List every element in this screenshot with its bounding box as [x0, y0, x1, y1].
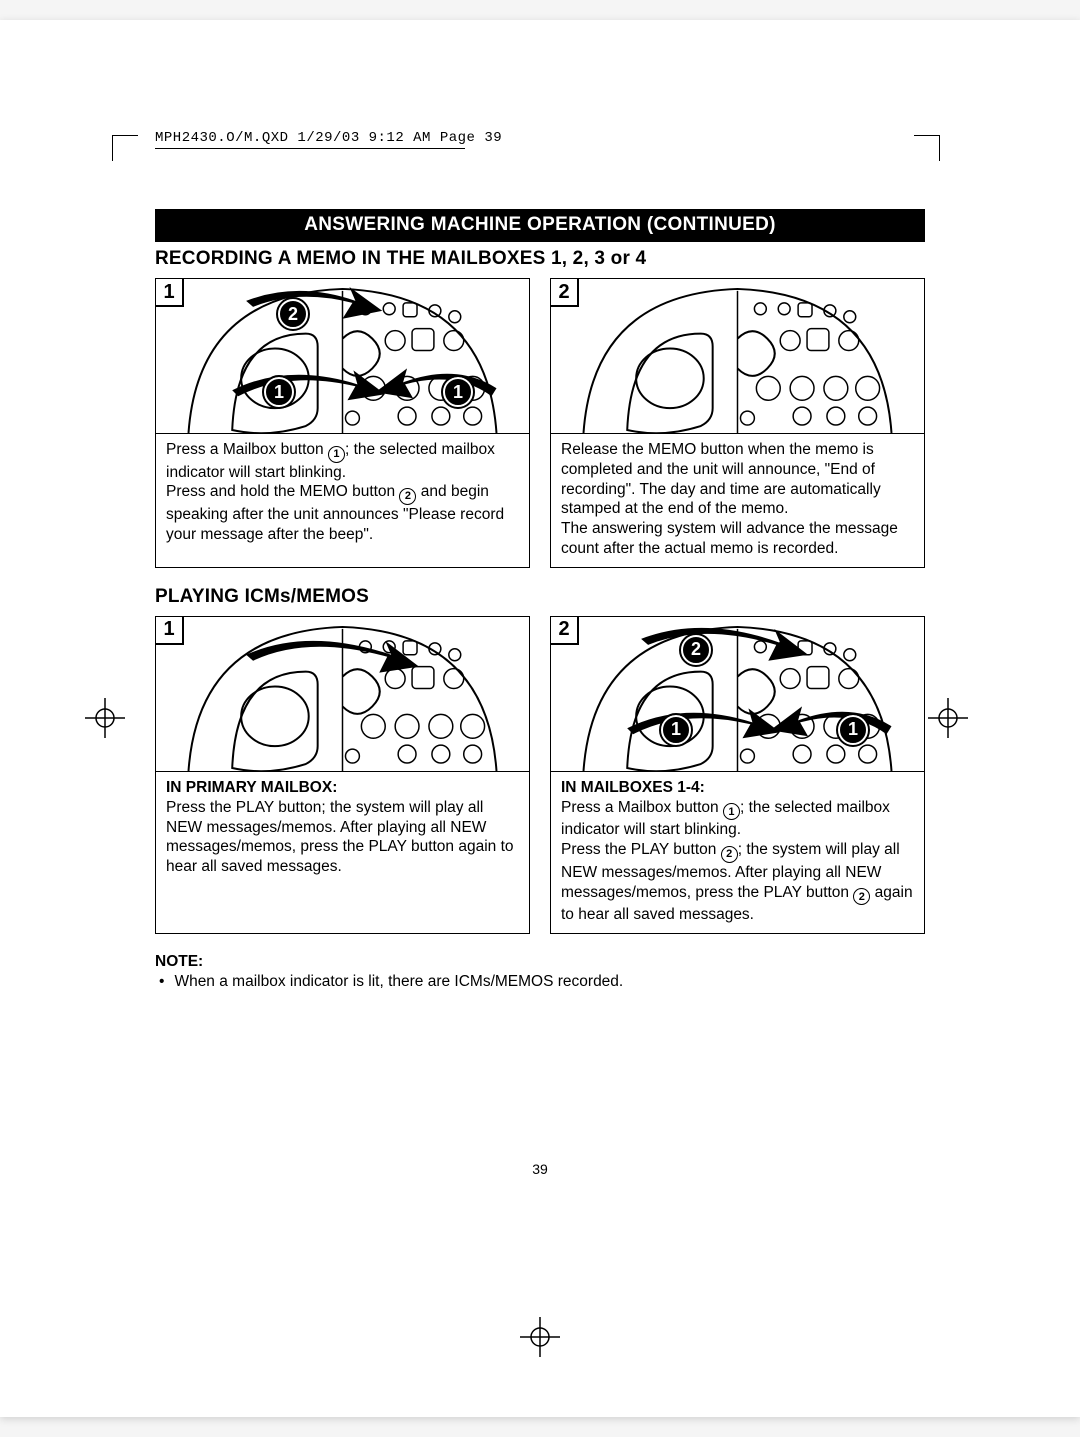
- section2-panel2-text: IN MAILBOXES 1-4: Press a Mailbox button…: [551, 772, 924, 933]
- file-stamp-underline: [155, 148, 465, 149]
- section1-panel1-text: Press a Mailbox button 1; the selected m…: [156, 434, 529, 553]
- text: Press a Mailbox button: [166, 441, 328, 458]
- page-title-bar: ANSWERING MACHINE OPERATION (CONTINUED): [155, 209, 925, 242]
- section1-panel2: 2: [550, 278, 925, 568]
- crop-mark-top-left: [112, 135, 138, 161]
- circled-one-icon: 1: [328, 446, 345, 463]
- device-illustration: [156, 617, 529, 771]
- callout-2: 2: [681, 635, 711, 665]
- section2-heading: PLAYING ICMs/MEMOS: [155, 586, 925, 608]
- circled-two-icon: 2: [399, 488, 416, 505]
- section1-panel1: 1: [155, 278, 530, 568]
- section1-heading: RECORDING A MEMO IN THE MAILBOXES 1, 2, …: [155, 248, 925, 270]
- step-badge-1: 1: [156, 617, 184, 645]
- circled-two-icon: 2: [721, 846, 738, 863]
- device-illustration: [551, 617, 924, 771]
- callout-1b: 1: [838, 715, 868, 745]
- page: MPH2430.O/M.QXD 1/29/03 9:12 AM Page 39 …: [0, 20, 1080, 1417]
- step-badge-2: 2: [551, 279, 579, 307]
- section2-panel1-diagram: 1: [156, 617, 529, 772]
- note-text: When a mailbox indicator is lit, there a…: [174, 972, 623, 992]
- text: Release the MEMO button when the memo is…: [561, 441, 881, 517]
- callout-1a: 1: [661, 715, 691, 745]
- section2-panel1-text: IN PRIMARY MAILBOX: Press the PLAY butto…: [156, 772, 529, 885]
- registration-mark-right: [928, 698, 968, 738]
- registration-mark-bottom: [520, 1317, 560, 1357]
- panel-subheading: IN PRIMARY MAILBOX:: [166, 779, 337, 796]
- page-number: 39: [0, 1161, 1080, 1177]
- device-illustration: [551, 279, 924, 433]
- bullet-icon: •: [159, 972, 164, 992]
- registration-mark-left: [85, 698, 125, 738]
- section2-panel1: 1: [155, 616, 530, 934]
- section1-panel2-diagram: 2: [551, 279, 924, 434]
- section2-row: 1: [155, 616, 925, 934]
- panel-subheading: IN MAILBOXES 1-4:: [561, 779, 705, 796]
- callout-2: 2: [278, 299, 308, 329]
- section1-panel1-diagram: 1: [156, 279, 529, 434]
- circled-one-icon: 1: [723, 803, 740, 820]
- note-block: NOTE: • When a mailbox indicator is lit,…: [155, 952, 925, 992]
- section1-panel2-text: Release the MEMO button when the memo is…: [551, 434, 924, 567]
- step-badge-2: 2: [551, 617, 579, 645]
- callout-1b: 1: [443, 377, 473, 407]
- file-stamp: MPH2430.O/M.QXD 1/29/03 9:12 AM Page 39: [155, 130, 925, 146]
- text: Press and hold the MEMO button: [166, 483, 399, 500]
- section1-row: 1: [155, 278, 925, 568]
- circled-two-icon: 2: [853, 888, 870, 905]
- text: Press the PLAY button; the system will p…: [166, 799, 514, 875]
- step-badge-1: 1: [156, 279, 184, 307]
- callout-1a: 1: [264, 377, 294, 407]
- text: Press the PLAY button: [561, 841, 721, 858]
- section2-panel2-diagram: 2: [551, 617, 924, 772]
- text: Press a Mailbox button: [561, 799, 723, 816]
- device-illustration: [156, 279, 529, 433]
- content-area: ANSWERING MACHINE OPERATION (CONTINUED) …: [155, 209, 925, 992]
- section2-panel2: 2: [550, 616, 925, 934]
- text: The answering system will advance the me…: [561, 520, 898, 557]
- note-label: NOTE:: [155, 952, 925, 972]
